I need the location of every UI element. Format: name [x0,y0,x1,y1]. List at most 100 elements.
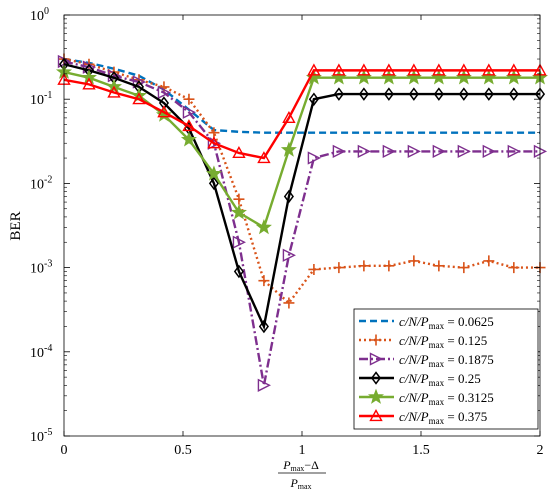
series-1-point-10 [308,263,320,275]
series-4-point-7 [230,204,247,220]
legend-label-5: c/N/Pmax = 0.375 [399,409,487,426]
x-axis-label-denominator: Pmax [289,476,311,491]
series-line-0 [63,57,540,134]
legend-entry-0: c/N/Pmax = 0.0625 [359,314,494,331]
series-4-point-16 [455,69,472,85]
y-tick-label: 10-2 [30,174,52,192]
series-2-point-8 [257,378,271,392]
series-5-point-7 [232,146,246,159]
series-5-point-16 [457,63,471,76]
series-5-point-2 [107,85,121,98]
legend-swatch-marker-1 [370,334,382,346]
series-4-point-11 [330,69,347,85]
x-tick-label: 2 [537,443,544,458]
legend-entry-2: c/N/Pmax = 0.1875 [359,352,494,369]
series-2-point-11 [332,144,346,159]
series-3-point-12 [358,87,369,101]
series-3-point-17 [483,87,494,101]
series-2-point-13 [382,144,396,159]
series-1-point-18 [508,262,520,274]
y-axis-label: BER [8,211,24,240]
series-3-point-13 [383,87,394,101]
series-1-point-7 [233,193,245,205]
series-3-point-8 [258,319,269,334]
legend-entry-1: c/N/Pmax = 0.125 [359,333,487,350]
series-3-point-18 [508,87,519,101]
series-4-point-5 [180,131,197,147]
series-1-point-5 [183,93,195,105]
series-5-point-9 [282,110,296,123]
x-tick-label: 0.5 [174,443,192,458]
legend-swatch-marker-3 [370,371,382,385]
series-1-point-8 [258,275,270,287]
series-4-point-10 [305,69,322,85]
y-tick-label: 10-1 [30,90,52,108]
legend-box [353,308,539,430]
series-4-point-4 [155,106,172,122]
y-tick-label: 10-3 [30,259,52,277]
series-2-point-12 [357,144,371,159]
series-4-point-13 [380,69,397,85]
series-5-point-12 [357,63,371,76]
series-5-point-6 [207,136,221,149]
series-5-point-1 [82,77,96,90]
legend-swatch-marker-2 [369,352,384,366]
series-3-point-11 [333,87,344,101]
series-2-point-7 [232,235,246,249]
series-5-point-14 [407,63,421,76]
legend-label-3: c/N/Pmax = 0.25 [399,371,481,388]
series-1-point-9 [283,297,295,309]
legend-swatch-marker-5 [369,409,383,422]
series-3-point-15 [433,87,444,101]
series-2-point-4 [157,85,172,100]
series-1-point-16 [458,262,470,274]
x-axis-label: Pmax−Δ Pmax [278,458,326,491]
series-2-point-15 [432,144,446,159]
series-1-point-13 [383,260,395,272]
legend: c/N/Pmax = 0.0625 c/N/Pmax = 0.125 c/N/Pma… [353,308,539,430]
legend-entry-3: c/N/Pmax = 0.25 [359,371,481,388]
series-0 [63,57,540,134]
series-1-point-14 [408,255,420,267]
series-2-point-10 [307,151,321,165]
series-3-point-7 [233,264,244,279]
series-3 [58,57,546,334]
series-4-point-1 [80,69,98,85]
series-4-point-8 [255,219,272,235]
series-2-point-3 [132,75,147,89]
x-tick-label: 1.5 [412,443,430,458]
series-4-point-14 [405,69,422,85]
series-3-point-14 [408,87,419,101]
series-4-point-18 [505,69,522,85]
series-3-point-6 [208,176,220,191]
legend-entry-4: c/N/Pmax = 0.3125 [359,388,494,407]
series-2-point-5 [182,105,197,119]
y-tick-label: 10-4 [30,343,52,361]
series-1-point-17 [483,255,495,267]
legend-swatch-marker-4 [367,388,385,404]
legend-label-0: c/N/Pmax = 0.0625 [399,314,494,331]
series-2-point-14 [407,144,421,159]
series-2-point-18 [507,144,521,159]
series-4-point-9 [280,141,297,157]
series-5-point-18 [507,63,521,76]
series-5-point-17 [482,63,496,76]
series-1-point-11 [333,262,345,274]
series-5-point-11 [332,63,346,76]
y-tick-label: 10-5 [30,427,52,445]
series-4-point-6 [205,165,222,181]
legend-entry-5: c/N/Pmax = 0.375 [359,409,487,426]
series-line-2 [63,60,540,386]
series-3-point-10 [308,92,319,106]
series-5-point-4 [157,105,171,118]
series-2-point-16 [457,144,471,159]
legend-label-4: c/N/Pmax = 0.3125 [399,390,494,407]
series-1-point-15 [433,260,445,272]
legend-label-1: c/N/Pmax = 0.125 [399,333,487,350]
series-5-point-10 [307,63,321,76]
series-5-point-3 [132,92,146,105]
series-4-point-15 [430,69,447,85]
series-layer [55,53,549,392]
series-3-point-16 [458,87,469,101]
